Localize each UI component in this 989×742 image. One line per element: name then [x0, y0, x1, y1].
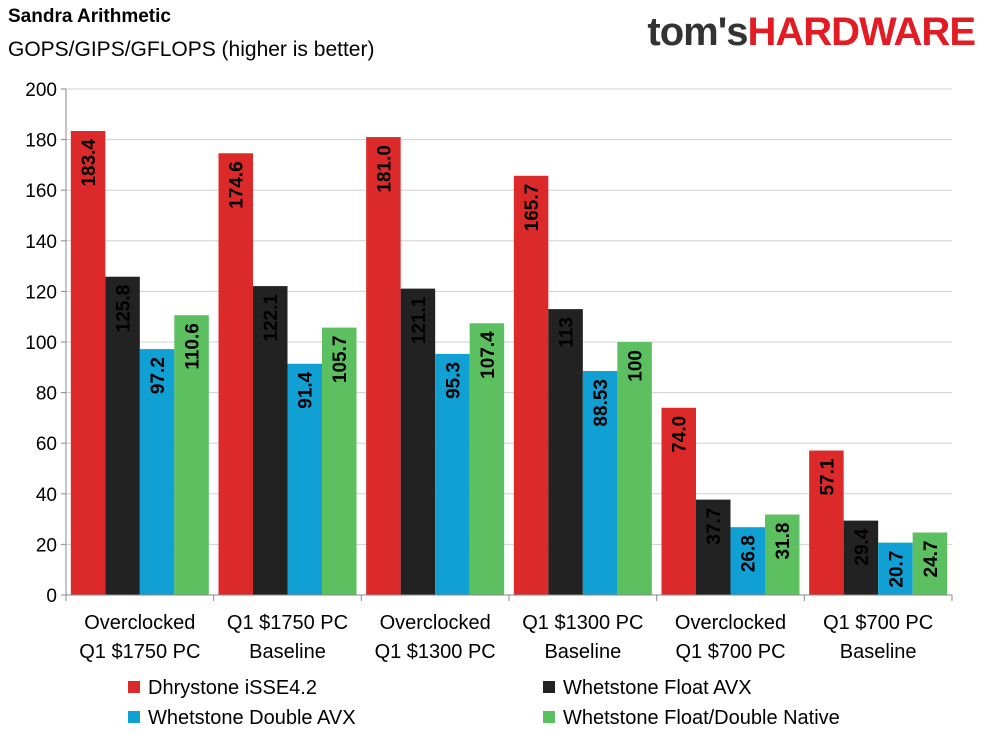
chart-subtitle: GOPS/GIPS/GFLOPS (higher is better)	[8, 38, 375, 61]
legend-swatch	[543, 681, 555, 693]
data-label: 26.8	[739, 535, 760, 572]
brand-logo: tom'sHARDWARE	[647, 10, 976, 55]
y-tick-label: 60	[36, 434, 57, 455]
y-tick-label: 0	[46, 586, 57, 607]
legend-swatch	[543, 711, 555, 723]
y-tick-label: 120	[25, 282, 57, 303]
bar	[469, 323, 505, 595]
x-category-label: Q1 $1300 PC	[522, 612, 643, 634]
data-label: 20.7	[886, 551, 907, 588]
bar	[287, 363, 322, 595]
y-tick-label: 20	[36, 535, 57, 556]
data-label: 97.2	[148, 357, 169, 394]
bar	[174, 315, 209, 595]
x-category-label: Baseline	[544, 641, 621, 663]
data-label: 91.4	[296, 371, 317, 408]
bar	[582, 371, 618, 595]
bar	[878, 542, 913, 595]
data-label: 57.1	[817, 458, 838, 495]
data-label: 95.3	[443, 362, 464, 399]
data-label: 24.7	[921, 541, 942, 578]
x-category-label: Overclocked	[380, 612, 491, 634]
y-tick-label: 80	[36, 384, 57, 405]
bar	[661, 407, 696, 595]
x-category-label: Baseline	[840, 641, 917, 663]
data-label: 74.0	[670, 416, 691, 453]
data-label: 165.7	[522, 184, 543, 232]
data-label: 100	[626, 350, 647, 382]
axes: 0 20 40 60 80 100 120 140 160 180 200 Overclocked Q1…	[25, 80, 953, 663]
x-category-label: Overclocked	[84, 612, 195, 634]
data-label: 37.7	[704, 508, 725, 545]
bar	[253, 286, 288, 595]
bar	[617, 342, 652, 595]
data-label: 107.4	[478, 331, 499, 379]
bar	[218, 153, 253, 595]
bar	[366, 137, 401, 595]
bar	[139, 349, 175, 595]
x-category-label: Q1 $700 PC	[675, 641, 785, 663]
bar	[70, 130, 106, 596]
data-label: 113	[557, 317, 578, 348]
data-label: 183.4	[79, 139, 100, 187]
bar	[548, 309, 583, 595]
bar	[912, 532, 948, 595]
x-category-label: Overclocked	[675, 612, 786, 634]
bar	[809, 450, 844, 595]
bars: 183.4 174.6 181.0 165.7 74.0 57.1 125.8 122.1 12…	[70, 130, 948, 596]
bar	[730, 527, 765, 595]
legend-swatch	[128, 711, 140, 723]
data-label: 181.0	[374, 145, 395, 193]
chart-title: Sandra Arithmetic	[8, 6, 171, 27]
bar	[400, 288, 436, 595]
bar	[322, 327, 357, 595]
x-category-label: Q1 $1750 PC	[79, 641, 200, 663]
bar	[765, 514, 800, 595]
bar	[105, 276, 140, 595]
legend-label: Whetstone Float/Double Native	[563, 707, 840, 729]
bar	[435, 353, 470, 595]
data-label: 29.4	[852, 528, 873, 565]
bar	[843, 520, 879, 595]
legend-label: Whetstone Float AVX	[563, 677, 752, 699]
x-category-label: Q1 $700 PC	[823, 612, 933, 634]
x-category-label: Q1 $1300 PC	[375, 641, 496, 663]
y-tick-label: 160	[25, 181, 57, 202]
x-category-label: Q1 $1750 PC	[227, 612, 348, 634]
bar	[513, 175, 549, 596]
y-tick-label: 40	[36, 485, 57, 506]
brand-logo-part1: tom's	[647, 10, 748, 54]
legend-label: Dhrystone iSSE4.2	[148, 677, 317, 699]
legend-swatch	[128, 681, 140, 693]
brand-logo-part2: HARDWARE	[747, 10, 976, 54]
data-label: 125.8	[114, 285, 135, 333]
data-label: 121.1	[409, 296, 430, 344]
data-label: 110.6	[183, 323, 204, 370]
data-label: 105.7	[330, 336, 351, 384]
y-tick-label: 180	[25, 131, 57, 152]
y-tick-label: 100	[25, 333, 57, 354]
legend-label: Whetstone Double AVX	[148, 707, 356, 729]
data-label: 31.8	[773, 523, 794, 560]
y-tick-label: 200	[25, 80, 57, 101]
data-label: 88.53	[591, 379, 612, 427]
y-tick-label: 140	[25, 232, 57, 253]
x-category-label: Baseline	[249, 641, 326, 663]
data-label: 174.6	[227, 161, 248, 209]
bar	[696, 499, 731, 595]
legend: Dhrystone iSSE4.2 Whetstone Float AVX Whet…	[128, 677, 840, 729]
data-label: 122.1	[261, 294, 282, 342]
